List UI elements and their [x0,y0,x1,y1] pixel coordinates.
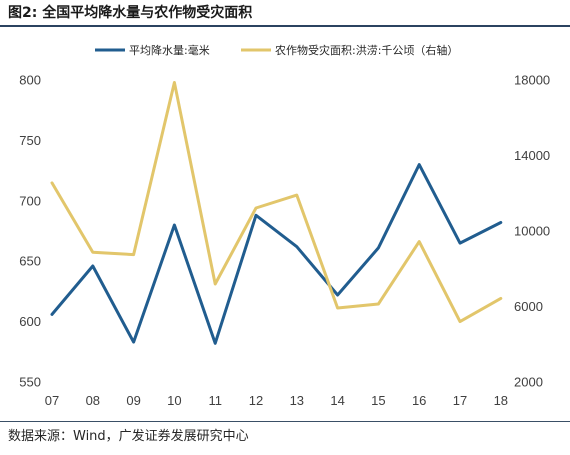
legend-label: 农作物受灾面积:洪涝:千公顷（右轴） [275,43,458,57]
x-axis-tick-label: 07 [45,393,59,408]
legend-label: 平均降水量:毫米 [129,43,210,57]
chart-svg: 550 600 650 700 750 800 2000 6000 10000 14000 1800… [19,43,550,408]
right-axis-tick-label: 6000 [514,299,543,314]
right-axis-tick-label: 18000 [514,73,550,88]
left-axis-tick-label: 550 [19,375,41,390]
title-divider [0,25,570,27]
x-axis-tick-label: 16 [412,393,426,408]
series-line-precipitation [50,163,503,345]
left-axis-tick-label: 600 [19,314,41,329]
x-axis-tick-label: 11 [208,393,222,408]
left-axis-tick-label: 700 [19,193,41,208]
series-line-flood-area [50,81,503,324]
left-axis-tick-label: 650 [19,254,41,269]
x-axis-tick-label: 15 [371,393,385,408]
x-axis-tick-label: 14 [330,393,344,408]
right-axis-tick-label: 2000 [514,375,543,390]
right-axis-tick-label: 14000 [514,148,550,163]
x-axis-tick-label: 13 [290,393,304,408]
chart-title: 图2: 全国平均降水量与农作物受灾面积 [8,5,253,21]
left-axis-tick-label: 750 [19,133,41,148]
left-axis-tick-label: 800 [19,73,41,88]
x-axis-tick-label: 10 [167,393,181,408]
x-axis-tick-label: 12 [249,393,263,408]
right-axis-tick-label: 10000 [514,224,550,239]
x-axis-tick-label: 09 [126,393,140,408]
source-divider [0,421,570,422]
source-note: 数据来源：Wind，广发证券发展研究中心 [8,429,249,444]
x-axis-tick-label: 18 [494,393,508,408]
x-axis-tick-label: 08 [86,393,100,408]
x-axis-tick-label: 17 [453,393,467,408]
